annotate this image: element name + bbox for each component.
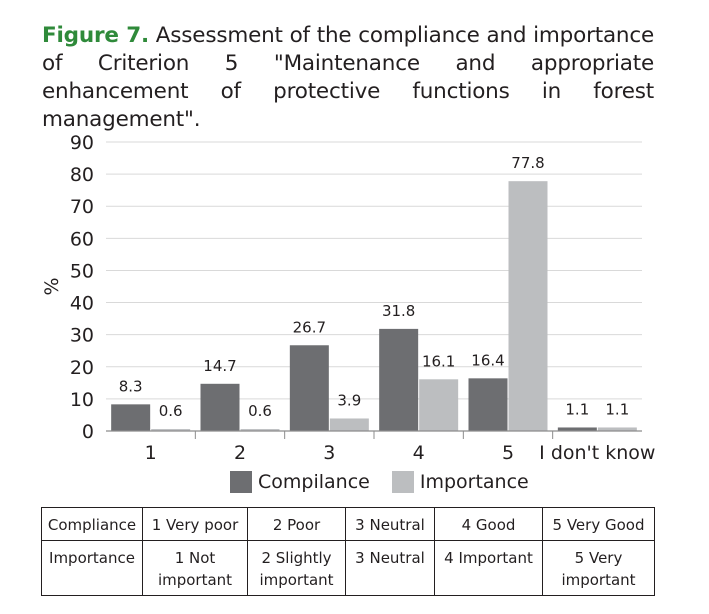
figure-caption: Figure 7. Assessment of the compliance a… [42, 22, 654, 134]
table-cell: 3 Neutral [345, 507, 435, 541]
x-tick-label: 3 [323, 442, 335, 464]
table-cell: 2 Poor [247, 507, 346, 541]
bar-compliance [557, 427, 597, 431]
data-label: 16.1 [422, 352, 455, 370]
chart-legend: Compilance Importance [230, 470, 551, 494]
table-cell: 1 Very poor [142, 507, 248, 541]
bar-compliance [379, 328, 419, 431]
table-cell: 2 Slightly important [247, 540, 346, 596]
x-tick-label: 1 [145, 442, 157, 464]
data-label: 8.3 [119, 377, 143, 395]
bar-importance [151, 429, 191, 431]
y-tick-label: 80 [70, 164, 94, 186]
scale-table: Compliance 1 Very poor 2 Poor 3 Neutral … [41, 507, 655, 596]
x-tick-label: 5 [502, 442, 514, 464]
x-tick-label: 2 [234, 442, 246, 464]
legend-label-importance: Importance [419, 471, 529, 493]
bar-importance [508, 181, 548, 431]
bar-compliance [468, 378, 508, 431]
y-axis-label: % [41, 277, 63, 295]
y-tick-label: 50 [70, 260, 94, 282]
y-tick-label: 20 [70, 357, 94, 379]
data-label: 3.9 [337, 391, 361, 409]
table-cell: 5 Very Good [542, 507, 655, 541]
data-label: 31.8 [382, 302, 415, 320]
y-tick-label: 70 [70, 196, 94, 218]
y-tick-label: 10 [70, 389, 94, 411]
bar-importance [240, 429, 280, 431]
table-cell: 4 Important [434, 540, 543, 596]
x-tick-label: 4 [413, 442, 425, 464]
table-row: Compliance 1 Very poor 2 Poor 3 Neutral … [41, 507, 655, 541]
data-label: 26.7 [293, 318, 326, 336]
data-label: 1.1 [565, 400, 589, 418]
legend-item-importance: Importance [391, 471, 529, 493]
figure-caption-text: Assessment of the compliance and importa… [42, 23, 654, 132]
figure-label: Figure 7. [42, 23, 149, 48]
bar-compliance [289, 345, 329, 431]
table-cell: Importance [41, 540, 143, 596]
bar-importance [597, 427, 637, 431]
bar-importance [329, 418, 369, 431]
y-tick-label: 60 [70, 228, 94, 250]
y-tick-label: 90 [70, 132, 94, 154]
bar-compliance [200, 383, 240, 431]
bar-chart: 0 10 20 30 40 50 60 70 80 90% 8.3 0.6 1 14.7 0.6 2 26.7 3… [41, 132, 655, 464]
data-label: 0.6 [248, 402, 272, 420]
table-cell: 1 Not important [142, 540, 248, 596]
data-label: 77.8 [511, 154, 544, 172]
bar-compliance [111, 404, 151, 431]
table-cell: 5 Very important [542, 540, 655, 596]
bar-importance [419, 379, 459, 431]
data-label: 0.6 [159, 402, 183, 420]
legend-swatch-importance [391, 471, 414, 493]
table-row: Importance 1 Not important 2 Slightly im… [41, 540, 655, 596]
legend-swatch-compliance [230, 471, 252, 493]
table-cell: 3 Neutral [345, 540, 435, 596]
y-tick-label: 0 [82, 421, 94, 443]
y-tick-label: 30 [70, 325, 94, 347]
y-tick-label: 40 [70, 293, 94, 315]
legend-label-compliance: Compilance [258, 471, 370, 493]
x-tick-label: I don't know [539, 442, 655, 464]
data-label: 14.7 [203, 357, 236, 375]
data-label: 16.4 [471, 351, 504, 369]
table-cell: 4 Good [434, 507, 543, 541]
table-cell: Compliance [41, 507, 143, 541]
data-label: 1.1 [605, 400, 629, 418]
legend-item-compliance: Compilance [230, 471, 370, 493]
